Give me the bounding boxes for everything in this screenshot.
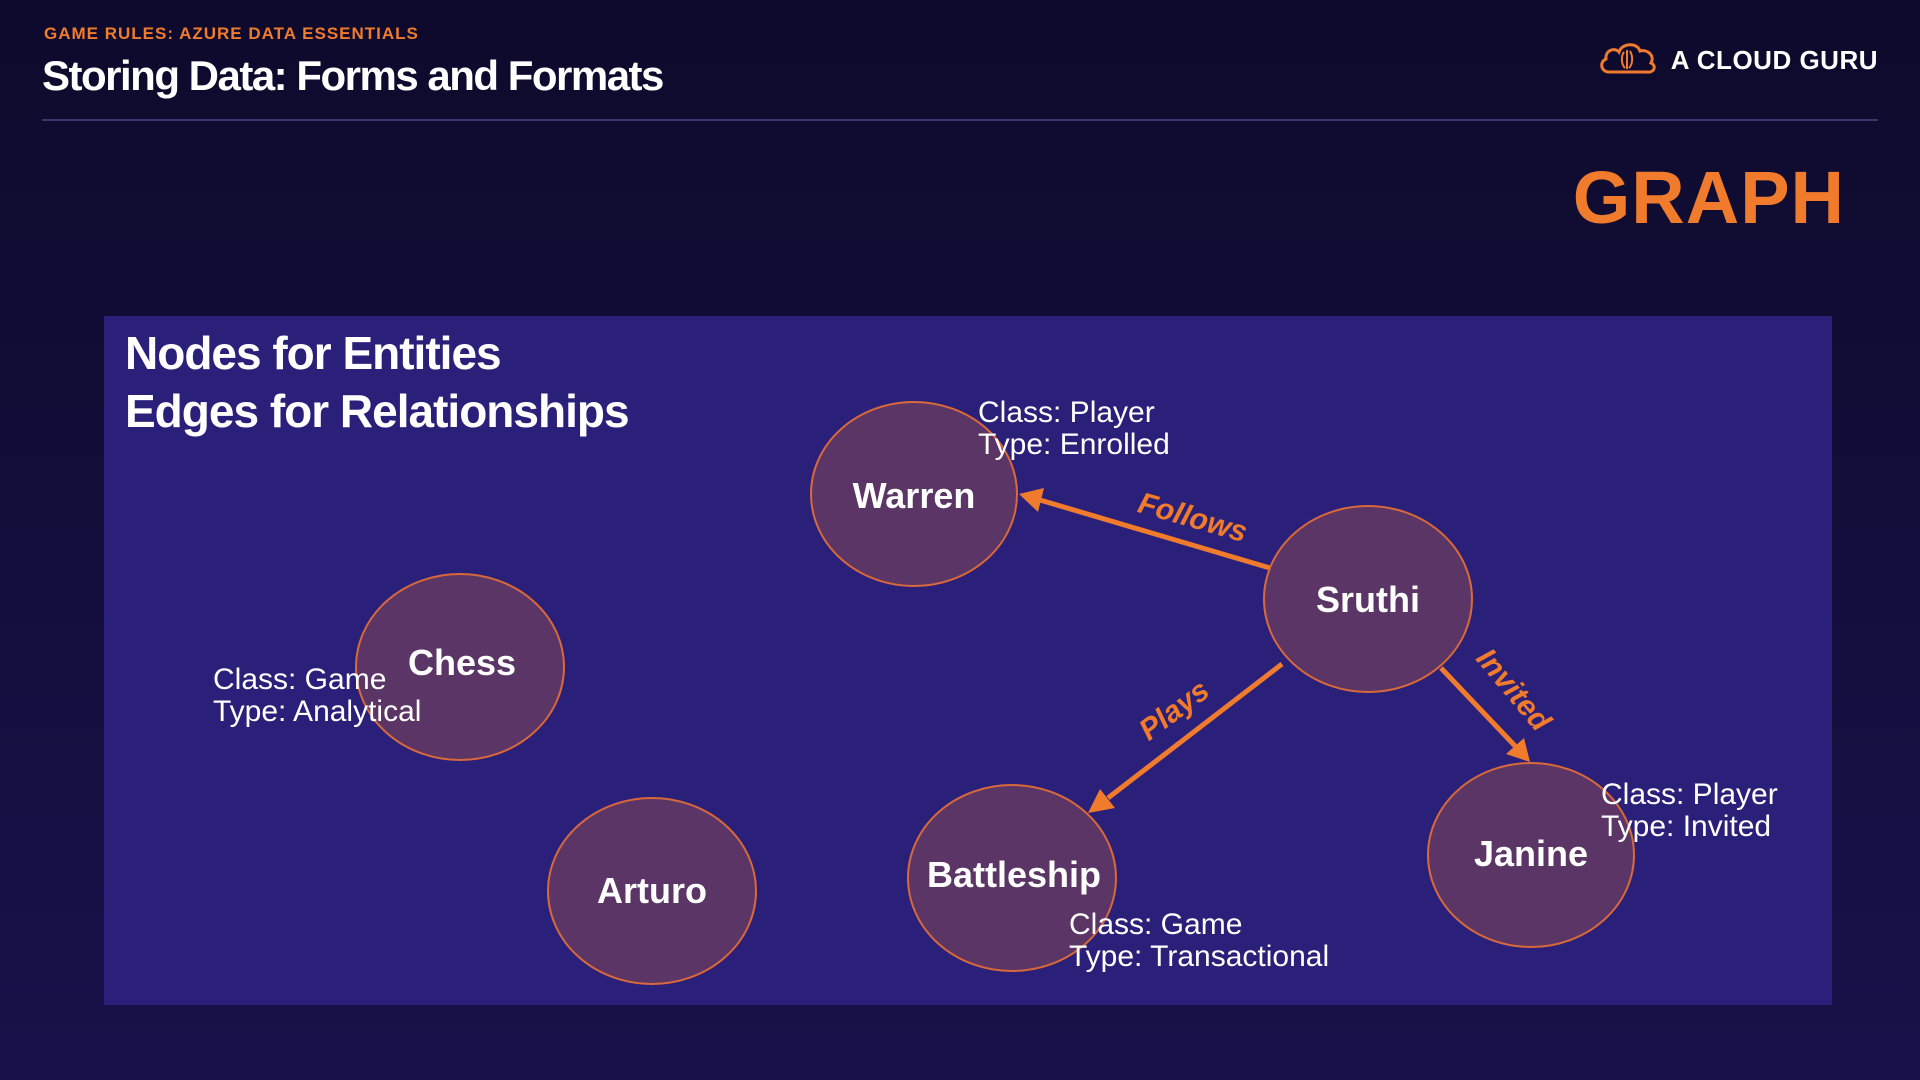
brand-name: A CLOUD GURU bbox=[1670, 45, 1878, 75]
node-chess-circle bbox=[355, 573, 565, 761]
node-battleship-type: Type: Transactional bbox=[1069, 940, 1329, 973]
edge-follows-arrowhead bbox=[1019, 488, 1044, 512]
node-sruthi-label: Sruthi bbox=[1316, 579, 1420, 620]
section-label: GRAPH bbox=[1572, 156, 1845, 239]
edge-invited-arrowhead bbox=[1506, 738, 1530, 762]
node-sruthi-circle bbox=[1263, 505, 1473, 693]
slide-title: Storing Data: Forms and Formats bbox=[42, 52, 664, 99]
edge-plays-line bbox=[1106, 662, 1284, 800]
node-chess-type: Type: Analytical bbox=[213, 695, 421, 728]
node-battleship: Battleship bbox=[907, 784, 1117, 972]
edge-invited-line bbox=[1439, 666, 1518, 749]
node-janine-circle bbox=[1427, 762, 1635, 948]
node-chess-class: Class: Game bbox=[213, 663, 386, 696]
node-chess-label: Chess bbox=[408, 642, 516, 683]
edge-plays: Plays bbox=[1088, 662, 1284, 813]
panel-heading: Nodes for Entities Edges for Relationshi… bbox=[125, 324, 630, 440]
node-arturo-circle bbox=[547, 797, 757, 985]
node-battleship-circle bbox=[907, 784, 1117, 972]
edge-invited-label: Invited bbox=[1470, 642, 1558, 738]
edge-follows-line bbox=[1039, 497, 1271, 571]
node-janine-label: Janine bbox=[1474, 833, 1588, 874]
node-battleship-label: Battleship bbox=[927, 854, 1101, 895]
panel-heading-line1: Nodes for Entities bbox=[125, 327, 502, 379]
edge-invited: Invited bbox=[1439, 642, 1558, 762]
edge-plays-arrowhead bbox=[1088, 789, 1115, 813]
node-janine-class: Class: Player bbox=[1601, 778, 1778, 811]
cloud-brain-icon bbox=[1597, 38, 1659, 83]
node-warren: Warren bbox=[810, 401, 1018, 587]
node-janine-type: Type: Invited bbox=[1601, 810, 1771, 843]
node-arturo: Arturo bbox=[547, 797, 757, 985]
node-warren-circle bbox=[810, 401, 1018, 587]
panel-heading-line2: Edges for Relationships bbox=[125, 385, 630, 437]
node-warren-class: Class: Player bbox=[978, 396, 1155, 429]
node-chess: Chess bbox=[355, 573, 565, 761]
node-battleship-class: Class: Game bbox=[1069, 908, 1242, 941]
edge-follows: Follows bbox=[1019, 487, 1271, 571]
course-eyebrow: GAME RULES: AZURE DATA ESSENTIALS bbox=[44, 24, 419, 43]
node-arturo-label: Arturo bbox=[597, 870, 707, 911]
header-divider bbox=[42, 119, 1878, 121]
brand-logo: A CLOUD GURU bbox=[1597, 38, 1878, 83]
node-warren-type: Type: Enrolled bbox=[978, 428, 1170, 461]
node-warren-label: Warren bbox=[853, 475, 976, 516]
node-janine: Janine bbox=[1427, 762, 1635, 948]
edge-follows-label: Follows bbox=[1134, 487, 1250, 550]
node-sruthi: Sruthi bbox=[1263, 505, 1473, 693]
edge-plays-label: Plays bbox=[1133, 674, 1215, 748]
